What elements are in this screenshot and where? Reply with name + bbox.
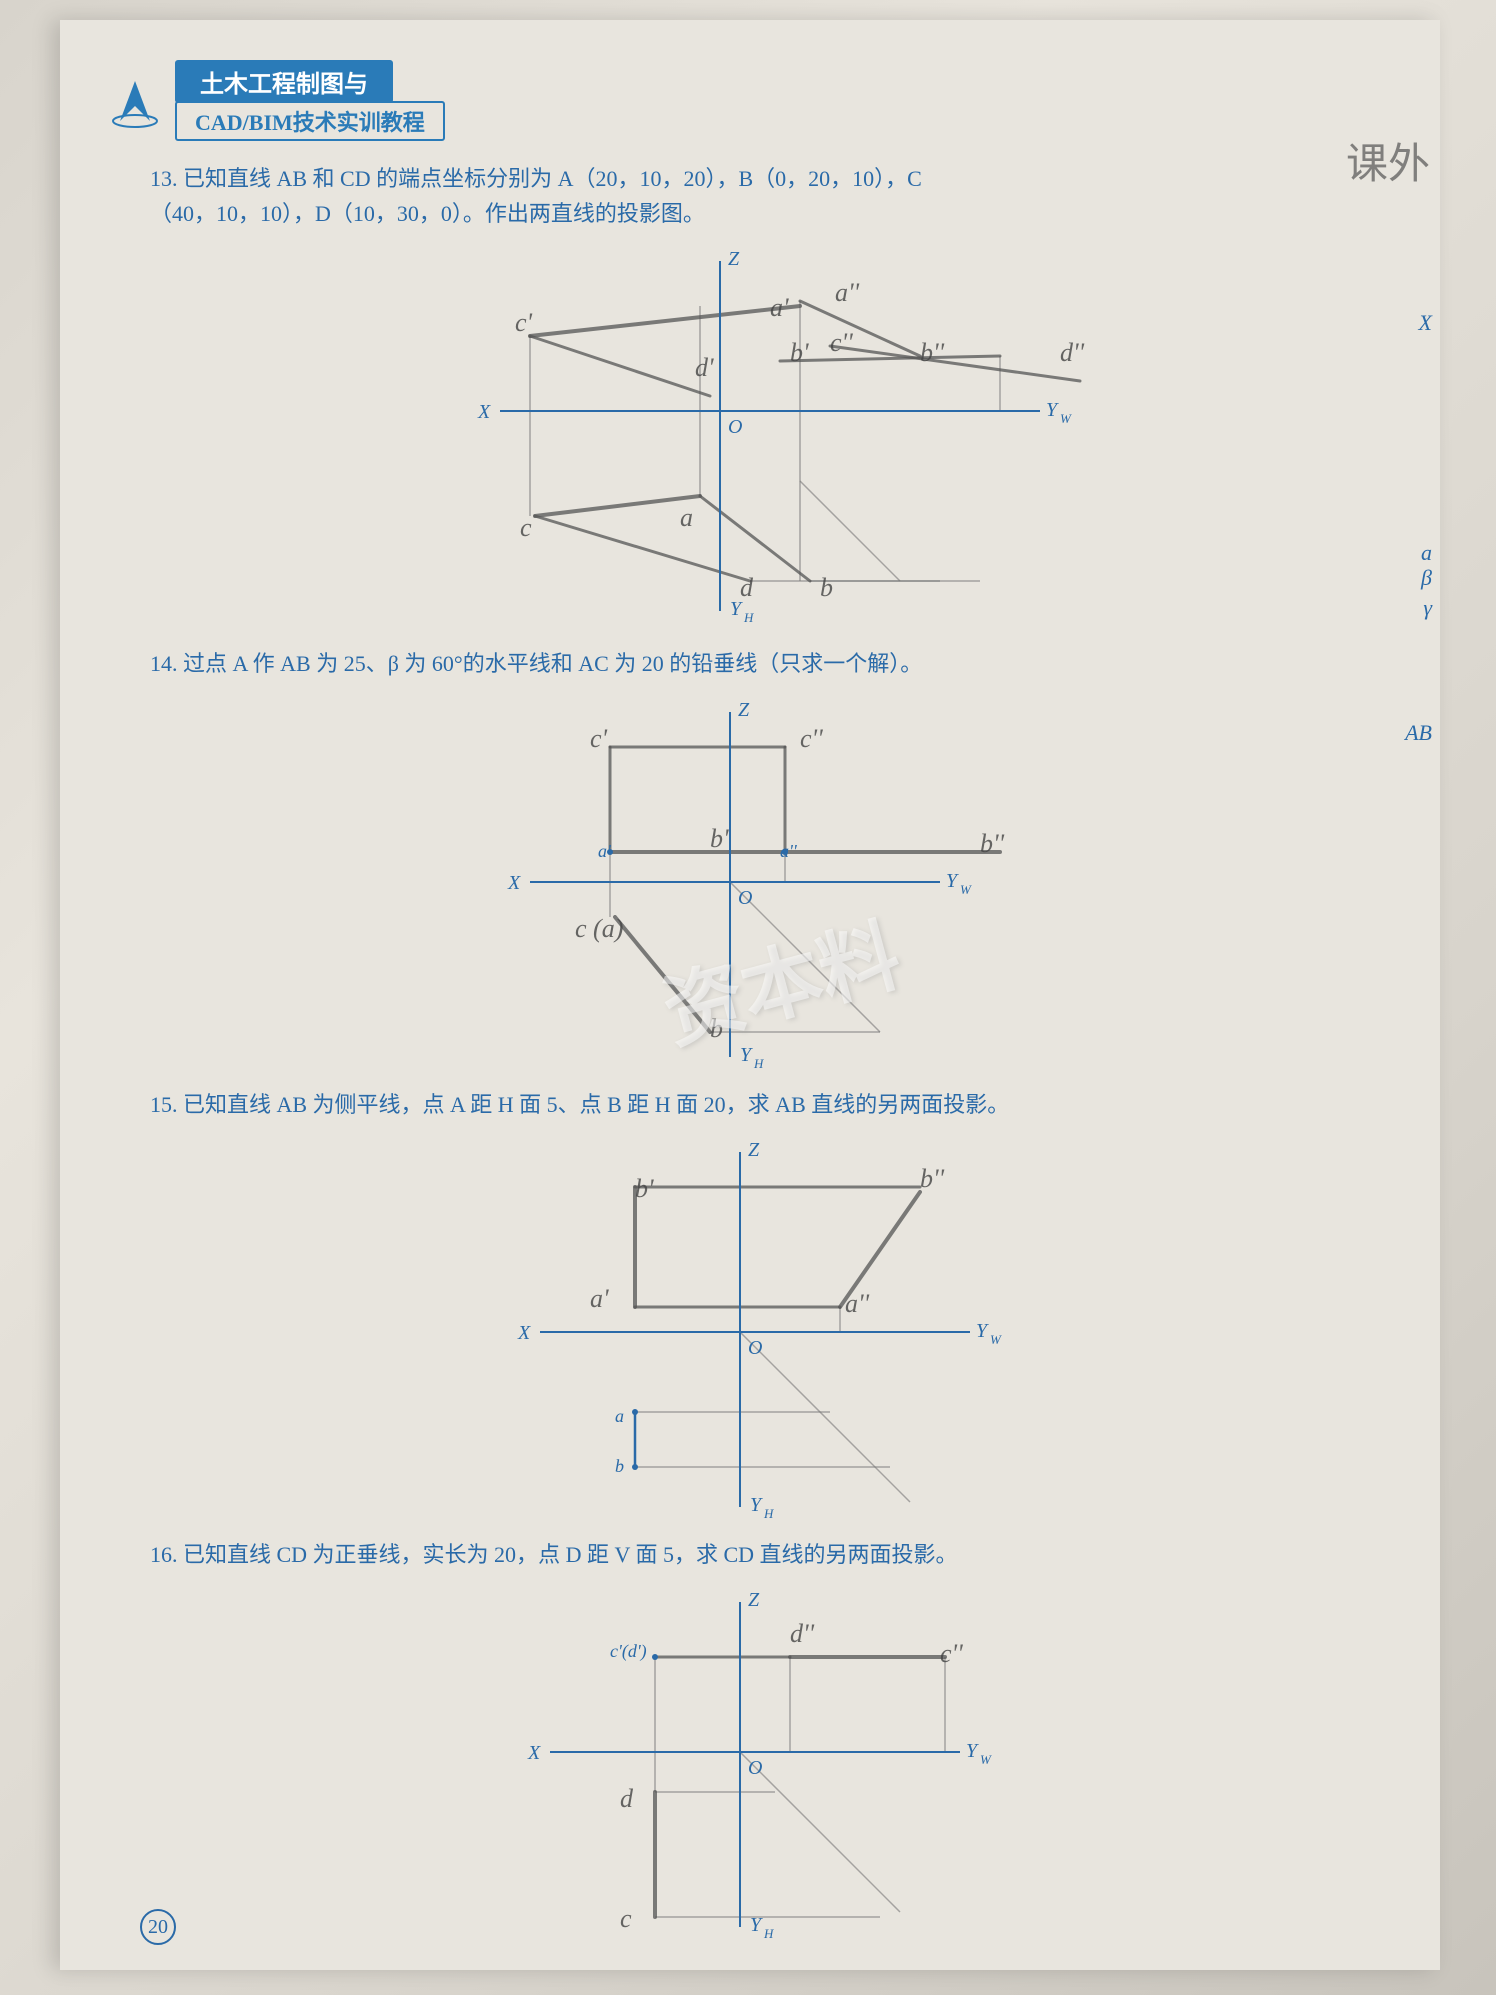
svg-text:Z: Z xyxy=(728,248,740,270)
problem-15-text: 15. 已知直线 AB 为侧平线，点 A 距 H 面 5、点 B 距 H 面 2… xyxy=(110,1087,1390,1122)
svg-text:X: X xyxy=(477,401,491,423)
svg-text:O: O xyxy=(748,1337,762,1359)
svg-text:Y: Y xyxy=(750,1494,763,1516)
svg-text:a': a' xyxy=(590,1284,609,1313)
svg-text:a: a xyxy=(680,503,693,532)
svg-text:d: d xyxy=(740,573,754,602)
header-titles: 土木工程制图与 CAD/BIM技术实训教程 xyxy=(175,60,445,141)
svg-text:Y: Y xyxy=(1046,399,1059,421)
svg-text:H: H xyxy=(743,610,754,625)
svg-text:Z: Z xyxy=(748,1139,760,1161)
problem-13-text: 13. 已知直线 AB 和 CD 的端点坐标分别为 A（20，10，20），B（… xyxy=(110,161,1390,196)
svg-text:c: c xyxy=(520,513,532,542)
svg-text:a'': a'' xyxy=(845,1289,870,1318)
svg-text:b: b xyxy=(710,1014,723,1043)
margin-handwriting: 课外 xyxy=(1346,130,1430,191)
textbook-page: 土木工程制图与 CAD/BIM技术实训教程 13. 已知直线 AB 和 CD 的… xyxy=(60,20,1440,1970)
svg-text:W: W xyxy=(1060,411,1072,426)
svg-text:b': b' xyxy=(635,1174,654,1203)
problem-13: 13. 已知直线 AB 和 CD 的端点坐标分别为 A（20，10，20），B（… xyxy=(110,161,1390,631)
svg-text:X: X xyxy=(527,1742,541,1764)
svg-text:O: O xyxy=(748,1757,762,1779)
svg-text:Y: Y xyxy=(946,870,959,892)
header-title-bottom: CAD/BIM技术实训教程 xyxy=(175,101,445,141)
svg-text:H: H xyxy=(763,1926,774,1941)
edge-label: X xyxy=(1419,310,1432,336)
svg-text:W: W xyxy=(980,1752,992,1767)
svg-text:a'': a'' xyxy=(835,278,860,307)
svg-text:Y: Y xyxy=(966,1740,979,1762)
svg-text:c'(d'): c'(d') xyxy=(610,1641,647,1662)
header-title-top: 土木工程制图与 xyxy=(175,60,393,103)
svg-text:d': d' xyxy=(695,353,714,382)
diagram-15: XZOYWYHabb'b''a'a'' xyxy=(110,1132,1390,1522)
svg-text:b: b xyxy=(820,573,833,602)
svg-text:Z: Z xyxy=(738,699,750,721)
svg-text:b'': b'' xyxy=(920,338,945,367)
problem-16-text: 16. 已知直线 CD 为正垂线，实长为 20，点 D 距 V 面 5，求 CD… xyxy=(110,1537,1390,1572)
svg-text:b': b' xyxy=(790,338,809,367)
svg-text:c': c' xyxy=(590,724,608,753)
svg-text:c: c xyxy=(620,1904,632,1933)
problem-15: 15. 已知直线 AB 为侧平线，点 A 距 H 面 5、点 B 距 H 面 2… xyxy=(110,1087,1390,1522)
diagram-13: XZOYWYHc'd'a'b'a''c''b''d''cadb xyxy=(110,241,1390,631)
svg-text:b': b' xyxy=(710,824,729,853)
svg-text:a': a' xyxy=(770,293,789,322)
page-number: 20 xyxy=(140,1909,176,1945)
svg-text:W: W xyxy=(990,1332,1002,1347)
problem-16: 16. 已知直线 CD 为正垂线，实长为 20，点 D 距 V 面 5，求 CD… xyxy=(110,1537,1390,1942)
svg-text:H: H xyxy=(763,1506,774,1521)
svg-text:X: X xyxy=(507,872,521,894)
edge-label: γ xyxy=(1423,595,1432,621)
svg-text:c'': c'' xyxy=(830,328,853,357)
svg-text:c (a): c (a) xyxy=(575,914,623,943)
svg-text:a': a' xyxy=(598,841,612,861)
svg-text:c'': c'' xyxy=(800,724,823,753)
svg-text:b: b xyxy=(615,1456,624,1476)
edge-label: AB xyxy=(1405,720,1432,746)
svg-text:d'': d'' xyxy=(790,1619,815,1648)
svg-text:O: O xyxy=(738,887,752,909)
svg-text:W: W xyxy=(960,882,972,897)
svg-text:a: a xyxy=(615,1406,624,1426)
page-header: 土木工程制图与 CAD/BIM技术实训教程 xyxy=(110,60,1390,141)
svg-text:H: H xyxy=(753,1056,764,1071)
svg-text:c'': c'' xyxy=(940,1639,963,1668)
edge-label: β xyxy=(1421,565,1432,591)
svg-text:d'': d'' xyxy=(1060,338,1085,367)
publisher-logo xyxy=(110,71,160,131)
svg-text:X: X xyxy=(517,1322,531,1344)
problem-14-text: 14. 过点 A 作 AB 为 25、β 为 60°的水平线和 AC 为 20 … xyxy=(110,646,1390,681)
edge-label: a xyxy=(1421,540,1432,566)
diagram-16: XZOYWYHc'(d')d''c''dc xyxy=(110,1582,1390,1942)
svg-text:Y: Y xyxy=(976,1320,989,1342)
svg-text:c': c' xyxy=(515,308,533,337)
svg-text:Y: Y xyxy=(750,1914,763,1936)
problem-13-text-2: （40，10，10），D（10，30，0）。作出两直线的投影图。 xyxy=(110,196,1390,231)
svg-text:Y: Y xyxy=(740,1044,753,1066)
svg-text:d: d xyxy=(620,1784,634,1813)
svg-text:b'': b'' xyxy=(920,1164,945,1193)
svg-text:Z: Z xyxy=(748,1589,760,1611)
problem-14: 14. 过点 A 作 AB 为 25、β 为 60°的水平线和 AC 为 20 … xyxy=(110,646,1390,1071)
svg-text:O: O xyxy=(728,416,742,438)
diagram-14: XZOYWYHa'a''c'c''b'b''c (a)b xyxy=(110,692,1390,1072)
svg-text:a'': a'' xyxy=(780,841,798,861)
svg-text:b'': b'' xyxy=(980,829,1005,858)
